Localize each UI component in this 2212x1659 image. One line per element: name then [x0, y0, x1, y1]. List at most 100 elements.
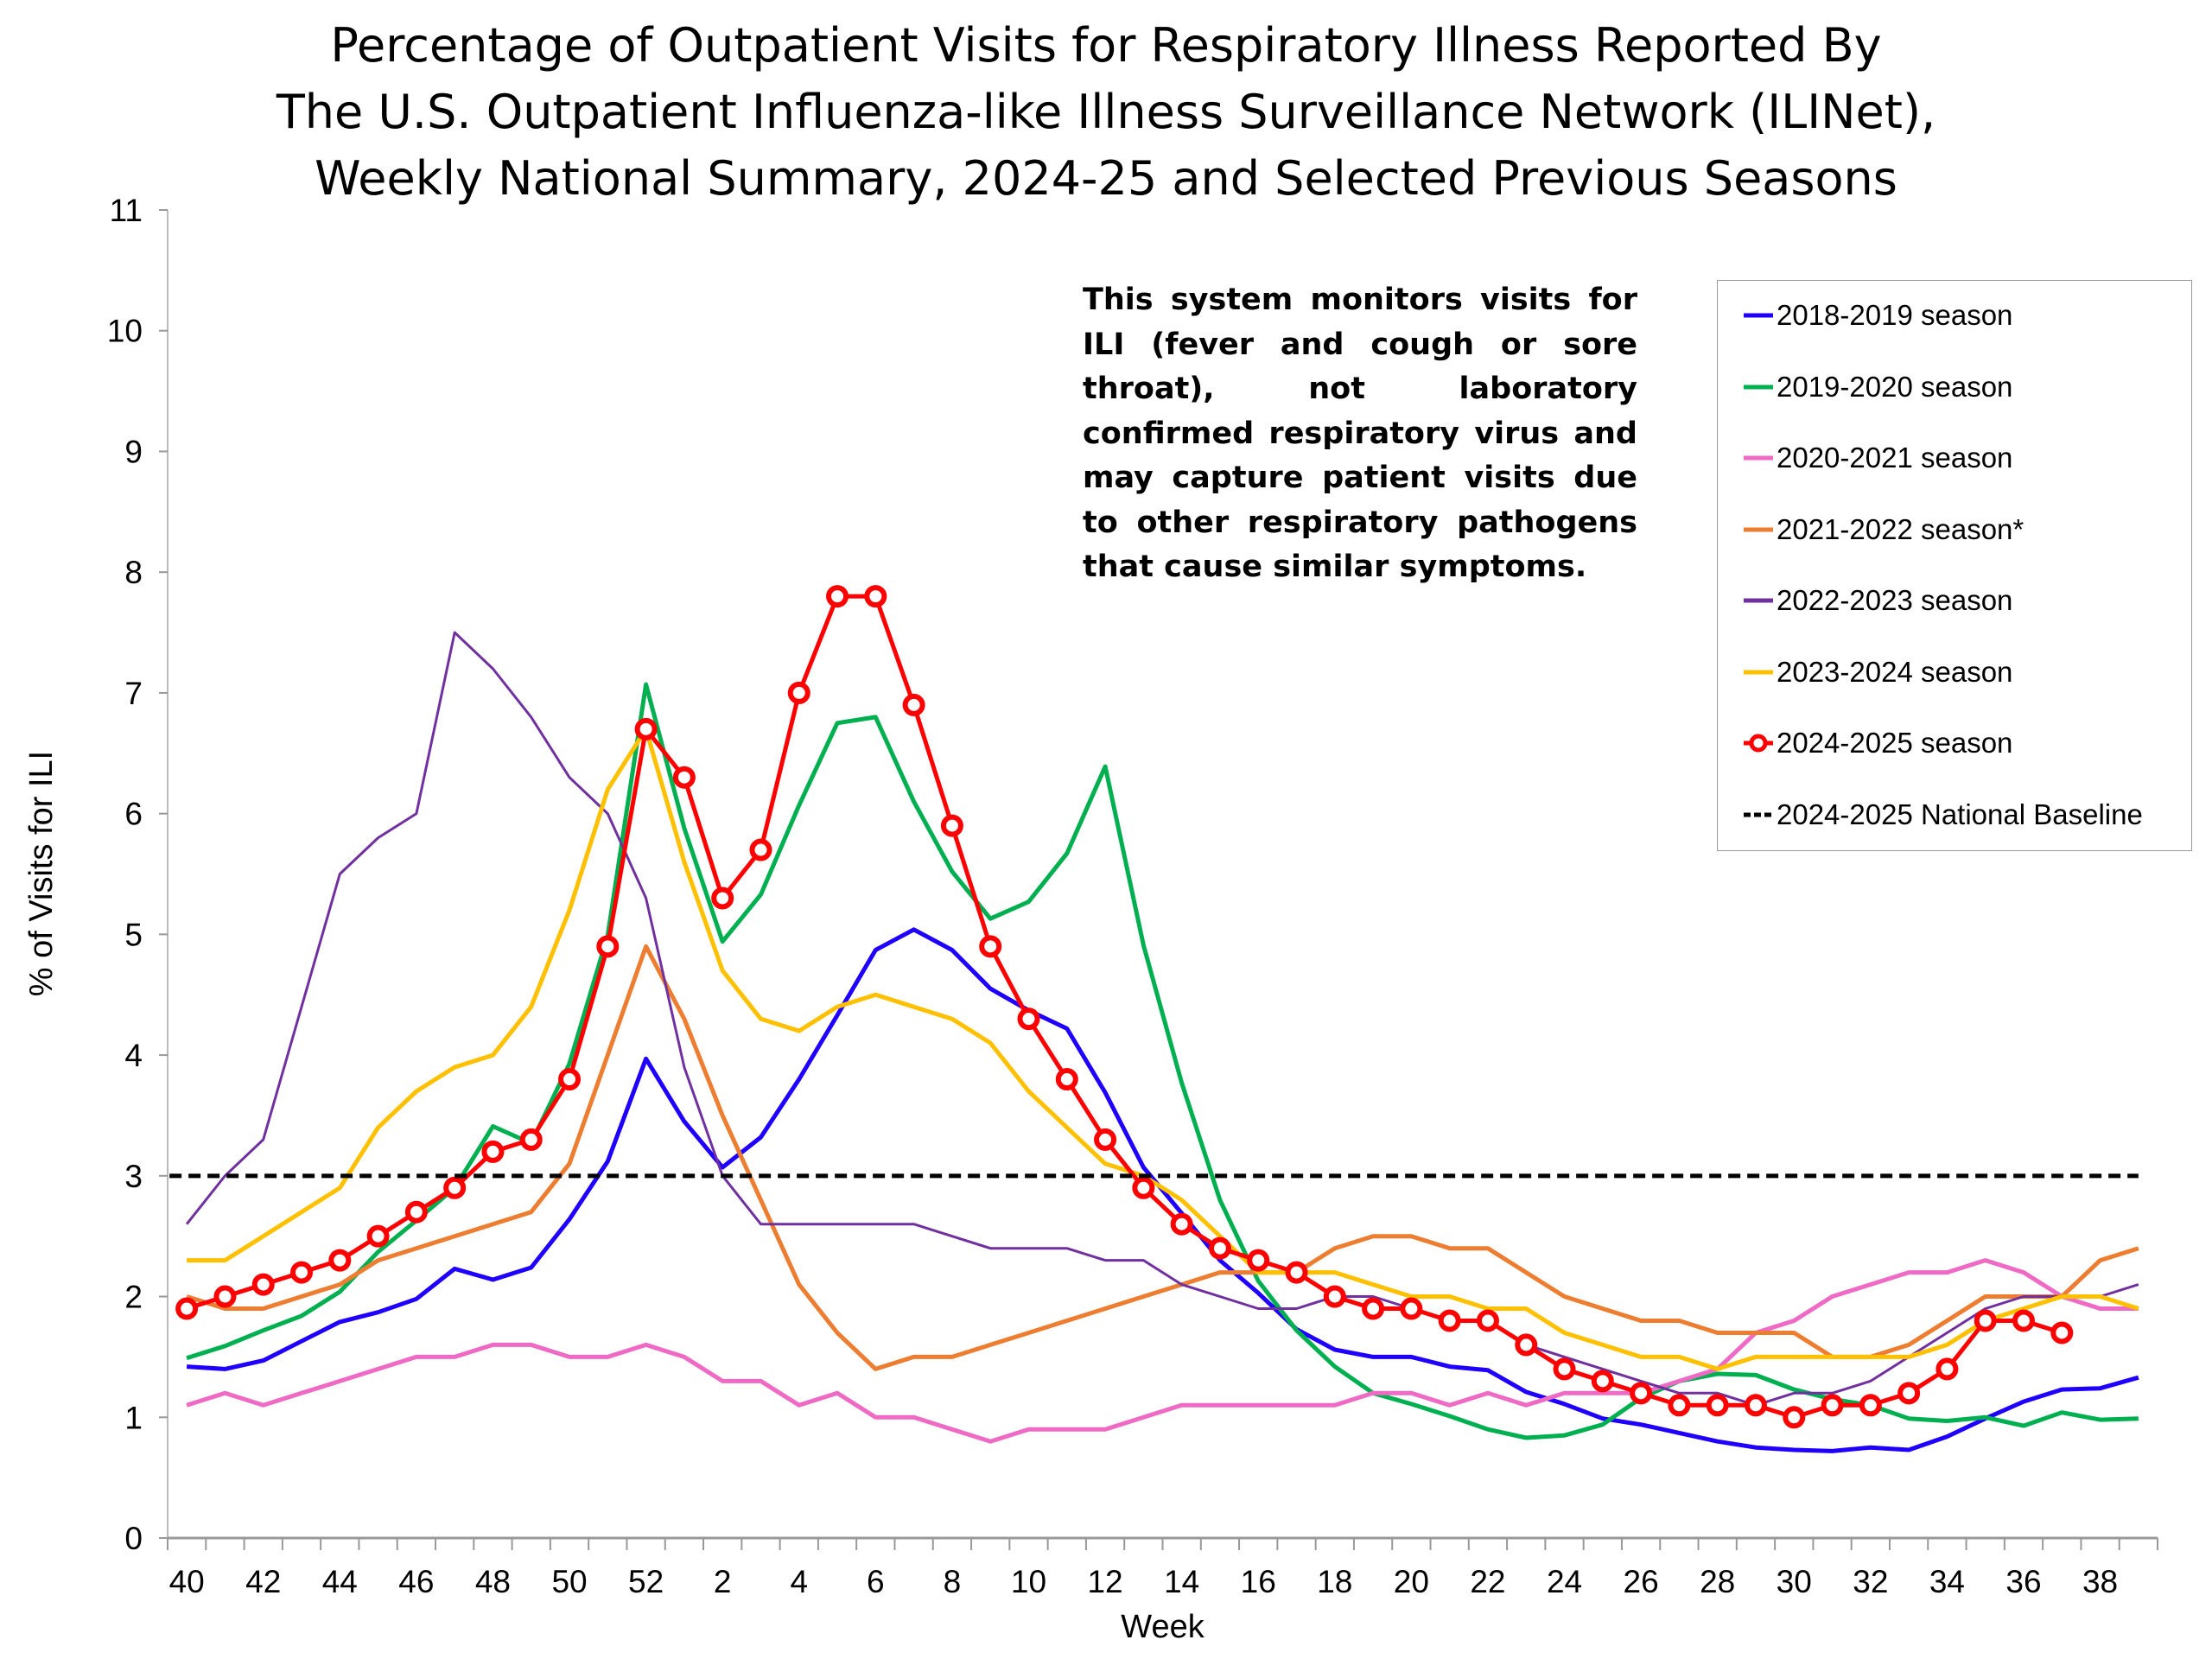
x-tick-label: 12: [1087, 1564, 1122, 1599]
legend-item: 2019-2020 season: [1742, 370, 2012, 404]
x-tick-label: 20: [1394, 1564, 1429, 1599]
series-2024-2025-season-point: [328, 1249, 352, 1272]
x-tick-label: 44: [322, 1564, 358, 1599]
y-tick-label: 1: [124, 1400, 143, 1435]
legend-swatch-icon: [1744, 670, 1773, 674]
series-2024-2025-season-point: [558, 1068, 582, 1091]
series-2024-2025-season-point: [1630, 1382, 1653, 1405]
legend-label: 2023-2024 season: [1777, 655, 2013, 688]
series-2024-2025-season-point: [711, 887, 734, 910]
y-tick-label: 6: [124, 797, 143, 832]
series-2024-2025-season-point: [2012, 1309, 2035, 1332]
legend-swatch-icon: [1744, 812, 1773, 817]
legend-item: 2024-2025 season: [1742, 726, 2012, 760]
series-2024-2025-season-point: [1936, 1357, 1959, 1381]
x-tick-label: 24: [1547, 1564, 1582, 1599]
title-line-3: Weekly National Summary, 2024-25 and Sel…: [315, 151, 1897, 206]
annotation-note: This system monitors visits for ILI (fev…: [1083, 283, 1637, 584]
series-2024-2025-season-point: [251, 1273, 275, 1296]
x-tick-label: 30: [1777, 1564, 1812, 1599]
series-2024-2025-season-point: [2050, 1321, 2074, 1344]
legend-swatch-icon: [1744, 313, 1773, 318]
legend-swatch-icon: [1744, 527, 1773, 531]
x-tick-label: 8: [944, 1564, 962, 1599]
series-2024-2025-season-point: [1515, 1333, 1538, 1357]
series-2024-2025-season-point: [443, 1176, 467, 1199]
series-2024-2025-season-point: [940, 814, 963, 837]
series-2024-2025-season-point: [519, 1128, 543, 1151]
series-2024-2025-season-point: [979, 935, 1002, 958]
legend-label: 2018-2019 season: [1777, 299, 2013, 331]
x-tick-label: 40: [169, 1564, 205, 1599]
legend-label: 2024-2025 National Baseline: [1777, 798, 2143, 830]
y-tick-label: 9: [124, 434, 143, 469]
series-2024-2025-season-point: [749, 838, 772, 861]
x-tick-label: 28: [1700, 1564, 1735, 1599]
legend-label: 2019-2020 season: [1777, 370, 2013, 403]
series-2024-2025-season-point: [1553, 1357, 1576, 1381]
series-2024-2025-season-point: [1783, 1406, 1806, 1429]
chart-title: Percentage of Outpatient Visits for Resp…: [0, 12, 2212, 212]
y-tick-label: 7: [124, 676, 143, 711]
x-tick-label: 32: [1853, 1564, 1888, 1599]
legend-label: 2020-2021 season: [1777, 442, 2013, 474]
legend-label: 2024-2025 season: [1777, 727, 2013, 759]
series-2024-2025-season-point: [1017, 1007, 1040, 1031]
series-2024-2025-season-point: [290, 1261, 314, 1284]
legend-label: 2022-2023 season: [1777, 584, 2013, 616]
series-2024-2025-season-point: [1821, 1394, 1844, 1417]
series-2024-2025-season-point: [404, 1200, 428, 1224]
legend-swatch-icon: [1744, 455, 1773, 461]
title-line-1: Percentage of Outpatient Visits for Resp…: [330, 18, 1882, 73]
series-2024-2025-season-point: [175, 1297, 199, 1320]
y-tick-label: 8: [124, 555, 143, 590]
series-2024-2025-season-point: [826, 585, 849, 608]
legend-label: 2021-2022 season*: [1777, 512, 2024, 545]
series-2024-2025-season-point: [1744, 1394, 1767, 1417]
series-2022-2023-season-line: [185, 631, 2139, 1407]
legend: 2018-2019 season 2019-2020 season 2020-202…: [1717, 280, 2192, 851]
series-2024-2025-season-point: [1285, 1261, 1308, 1284]
series-2024-2025-season-point: [634, 717, 658, 741]
series-2024-2025-season-point: [1094, 1128, 1117, 1151]
x-tick-label: 14: [1164, 1564, 1199, 1599]
x-tick-label: 4: [790, 1564, 808, 1599]
legend-item: 2022-2023 season: [1742, 583, 2012, 618]
x-tick-label: 52: [628, 1564, 664, 1599]
series-2023-2024-season-line: [187, 727, 2139, 1371]
x-tick-label: 42: [245, 1564, 281, 1599]
series-2024-2025-season-point: [1668, 1394, 1691, 1417]
legend-swatch-icon: [1744, 734, 1773, 753]
y-tick-label: 0: [124, 1521, 143, 1556]
x-tick-label: 48: [475, 1564, 511, 1599]
x-tick-label: 34: [1929, 1564, 1965, 1599]
x-tick-label: 46: [398, 1564, 434, 1599]
series-2024-2025-season-point: [1897, 1382, 1921, 1405]
legend-swatch-icon: [1744, 385, 1773, 389]
x-tick-label: 10: [1011, 1564, 1046, 1599]
x-tick-label: 22: [1470, 1564, 1505, 1599]
y-tick-label: 3: [124, 1159, 143, 1194]
series-2024-2025-season-point: [1400, 1297, 1423, 1320]
series-2024-2025-season-point: [213, 1285, 237, 1308]
y-axis-label: % of Visits for ILI: [23, 750, 60, 997]
series-2024-2025-season-point: [864, 585, 887, 608]
series-2024-2025-season-point: [1859, 1394, 1882, 1417]
y-tick-label: 11: [110, 193, 143, 228]
y-tick-label: 10: [107, 314, 143, 349]
series-2024-2025-season-point: [1476, 1309, 1499, 1332]
legend-item: 2018-2019 season: [1742, 298, 2012, 333]
x-tick-label: 26: [1624, 1564, 1659, 1599]
series-2024-2025-season-point: [1323, 1285, 1346, 1308]
title-line-2: The U.S. Outpatient Influenza-like Illne…: [276, 85, 1936, 139]
y-tick-label: 2: [124, 1280, 143, 1315]
x-tick-label: 50: [551, 1564, 587, 1599]
series-2024-2025-season-point: [1591, 1370, 1614, 1393]
series-2024-2025-season-point: [1208, 1236, 1231, 1260]
series-2024-2025-season-point: [1706, 1394, 1729, 1417]
legend-item: 2024-2025 National Baseline: [1742, 798, 2143, 832]
series-2024-2025-season-point: [1974, 1309, 1997, 1332]
legend-item: 2023-2024 season: [1742, 655, 2012, 690]
x-tick-label: 18: [1317, 1564, 1352, 1599]
